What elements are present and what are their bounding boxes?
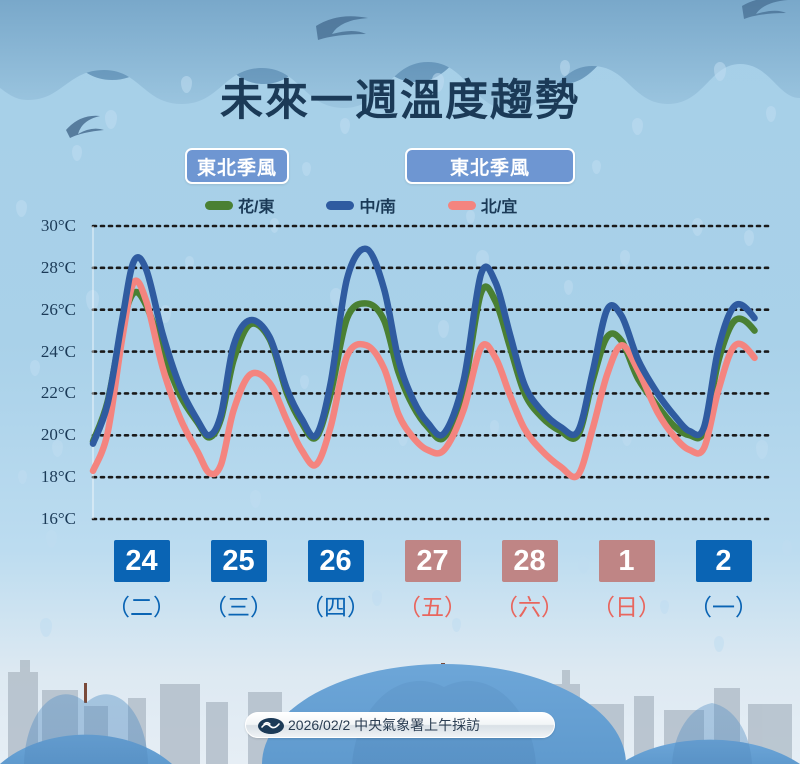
date-box: 26 <box>307 540 364 582</box>
date-column-27: 27 （五） <box>384 540 481 622</box>
page-title: 未來一週溫度趨勢 <box>220 77 580 125</box>
legend-swatch-green <box>205 200 233 210</box>
y-tick-label-16: 16°C <box>40 509 76 528</box>
y-tick-label-22: 22°C <box>40 383 76 403</box>
weekday-label: （三） <box>204 594 273 620</box>
legend-item-hualien-taitung: 花/東 <box>205 193 274 217</box>
umbrella-row <box>0 663 800 764</box>
chart-series <box>89 245 758 481</box>
date-box: 27 <box>404 540 461 582</box>
weekday-label: （二） <box>107 594 176 620</box>
series-line-中/南 <box>89 245 758 447</box>
date-column-26: 26 （四） <box>287 540 384 622</box>
date-column-28: 28 （六） <box>481 540 578 622</box>
legend-label-1: 中/南 <box>359 199 396 216</box>
monsoon-badge-1: 東北季風 <box>405 148 575 184</box>
y-axis-labels: 30°C 28°C 26°C 24°C 22°C 20°C 18°C 16°C <box>14 0 76 764</box>
date-column-25: 25 （三） <box>190 540 287 622</box>
legend-item-central-south: 中/南 <box>326 193 396 217</box>
legend-item-north-yilan: 北/宜 <box>447 193 518 217</box>
footer-text: 2026/02/2 中央氣象署上午採訪 <box>288 717 481 733</box>
y-tick-label-20: 20°C <box>40 425 76 445</box>
weekday-label: （一） <box>689 594 758 620</box>
cwa-seagull-icon <box>258 718 284 734</box>
series-line-北/宜 <box>89 277 758 481</box>
cloud-band <box>0 0 800 138</box>
date-column-2: 2 （一） <box>675 540 772 622</box>
y-tick-label-24: 24°C <box>40 341 76 361</box>
weekday-label: （日） <box>592 594 661 620</box>
y-tick-label-30: 30°C <box>40 216 76 235</box>
y-tick-label-26: 26°C <box>40 299 76 319</box>
date-box: 24 <box>113 540 170 582</box>
weekday-label: （六） <box>495 594 564 620</box>
legend-label-2: 北/宜 <box>480 199 518 216</box>
footer-banner: 2026/02/2 中央氣象署上午採訪 <box>245 712 555 738</box>
legend-swatch-blue <box>326 200 355 210</box>
weekday-label: （四） <box>301 594 370 620</box>
chart-legend: 花/東 中/南 北/宜 <box>93 193 772 217</box>
date-box: 25 <box>210 540 267 582</box>
weekday-label: （五） <box>398 594 467 620</box>
legend-label-0: 花/東 <box>238 199 275 216</box>
monsoon-badge-0: 東北季風 <box>185 148 289 184</box>
date-box: 2 <box>695 540 752 582</box>
date-column-24: 24 （二） <box>93 540 190 622</box>
chart-gridlines <box>91 224 774 521</box>
y-tick-label-28: 28°C <box>40 257 76 277</box>
legend-swatch-red <box>447 200 476 210</box>
y-tick-label-18: 18°C <box>40 467 76 487</box>
date-box: 28 <box>501 540 558 582</box>
date-box: 1 <box>598 540 655 582</box>
date-column-1: 1 （日） <box>578 540 675 622</box>
